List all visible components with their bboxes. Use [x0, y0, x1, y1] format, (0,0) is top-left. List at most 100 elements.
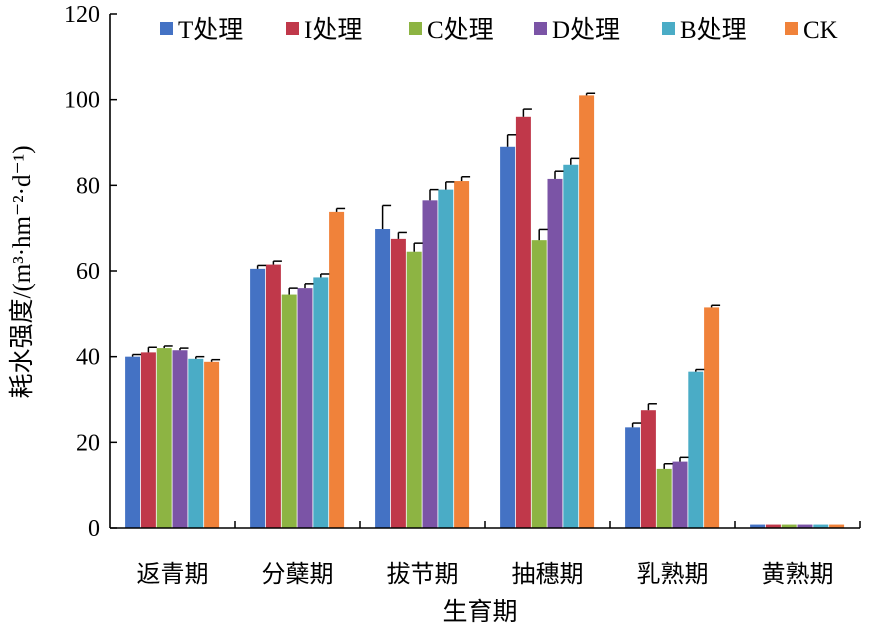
legend-label: T处理 [178, 16, 243, 44]
error-bars-layer [131, 92, 721, 469]
error-bar-CK-返青期 [210, 358, 221, 362]
y-tick-label: 0 [88, 516, 100, 542]
bar-D处理-分蘖期 [297, 288, 313, 528]
error-bar-T处理-返青期 [131, 353, 142, 357]
error-bar-CK-乳熟期 [710, 304, 721, 308]
error-bar-C处理-返青期 [163, 345, 173, 349]
error-bar-I处理-分蘖期 [272, 260, 282, 265]
legend-label: CK [803, 17, 838, 44]
legend-swatch [160, 22, 173, 35]
y-axis-title: 耗水强度/(m³·hm⁻²·d⁻¹) [8, 145, 36, 398]
legend-item-CK: CK [785, 17, 838, 44]
y-tick-label: 120 [64, 2, 100, 28]
error-bar-D处理-返青期 [179, 347, 189, 351]
error-bar-CK-拔节期 [460, 176, 471, 182]
x-category-label: 抽穗期 [512, 561, 584, 588]
y-ticks-layer: 0 20 40 60 80 100 120 [64, 2, 117, 542]
bar-C处理-分蘖期 [281, 294, 297, 528]
error-bar-CK-抽穗期 [585, 92, 596, 96]
error-bar-CK-分蘖期 [335, 207, 346, 212]
error-bar-T处理-拔节期 [381, 204, 392, 230]
error-bar-B处理-分蘖期 [320, 273, 330, 278]
error-bar-I处理-返青期 [147, 346, 157, 353]
bar-I处理-返青期 [140, 352, 156, 528]
bar-CK-黄熟期 [829, 524, 845, 528]
y-tick-label: 40 [76, 345, 100, 371]
error-bar-D处理-分蘖期 [304, 283, 314, 289]
bar-C处理-乳熟期 [656, 468, 672, 528]
error-bar-T处理-抽穗期 [506, 134, 517, 147]
bar-I处理-抽穗期 [515, 116, 531, 529]
error-bar-T处理-分蘖期 [256, 264, 267, 269]
error-bar-B处理-乳熟期 [695, 368, 705, 372]
y-tick-label: 60 [76, 259, 100, 285]
legend-swatch [785, 22, 798, 35]
bar-T处理-抽穗期 [500, 146, 516, 528]
legend-swatch [534, 22, 547, 35]
bar-C处理-抽穗期 [531, 240, 547, 528]
bar-B处理-拔节期 [438, 189, 454, 528]
bar-T处理-乳熟期 [625, 427, 641, 528]
legend-label: B处理 [680, 16, 747, 44]
legend-label: D处理 [552, 16, 620, 44]
x-categories-layer: 返青期 分蘖期 拔节期 抽穗期 乳熟期 黄熟期 [137, 521, 861, 588]
x-category-label: 拔节期 [387, 561, 459, 588]
bar-I处理-黄熟期 [765, 524, 781, 528]
error-bar-C处理-分蘖期 [288, 287, 298, 295]
error-bar-I处理-乳熟期 [647, 403, 657, 411]
legend-label: I处理 [304, 16, 362, 44]
x-category-label: 返青期 [137, 561, 209, 588]
bar-D处理-黄熟期 [797, 524, 813, 528]
bar-B处理-乳熟期 [688, 371, 704, 528]
error-bar-D处理-抽穗期 [554, 170, 564, 179]
x-category-label: 分蘖期 [262, 561, 334, 588]
bar-D处理-乳熟期 [672, 461, 688, 528]
bar-C处理-黄熟期 [781, 524, 797, 528]
x-category-label: 黄熟期 [762, 561, 834, 588]
legend: T处理 I处理 C处理 D处理 B处理 CK [160, 16, 838, 44]
error-bar-T处理-乳熟期 [631, 422, 642, 428]
bar-CK-分蘖期 [329, 211, 345, 528]
bar-T处理-分蘖期 [250, 268, 266, 528]
bar-B处理-分蘖期 [313, 277, 329, 528]
bars-layer [125, 95, 845, 529]
error-bar-B处理-抽穗期 [570, 157, 580, 165]
error-bar-D处理-拔节期 [429, 188, 439, 201]
legend-item-B处理: B处理 [662, 16, 747, 44]
bar-B处理-黄熟期 [813, 524, 829, 528]
error-bar-C处理-拔节期 [413, 242, 423, 252]
legend-swatch [286, 22, 299, 35]
error-bar-C处理-抽穗期 [538, 228, 548, 241]
legend-item-I处理: I处理 [286, 16, 362, 44]
bar-CK-抽穗期 [579, 95, 595, 528]
legend-label: C处理 [427, 16, 494, 44]
error-bar-I处理-抽穗期 [522, 108, 532, 117]
axes-layer [109, 14, 860, 529]
bar-B处理-返青期 [188, 358, 204, 528]
error-bar-D处理-乳熟期 [679, 456, 689, 462]
bar-CK-返青期 [204, 361, 220, 528]
legend-item-C处理: C处理 [409, 16, 494, 44]
error-bar-C处理-乳熟期 [663, 463, 673, 469]
error-bar-B处理-返青期 [195, 355, 205, 359]
bar-CK-乳熟期 [704, 307, 720, 528]
bar-T处理-返青期 [125, 356, 141, 528]
bar-C处理-返青期 [156, 348, 172, 528]
legend-item-T处理: T处理 [160, 16, 243, 44]
bar-CK-拔节期 [454, 181, 470, 529]
x-axis-title: 生育期 [442, 598, 517, 626]
bar-D处理-返青期 [172, 350, 188, 528]
bar-T处理-拔节期 [375, 229, 391, 528]
legend-swatch [662, 22, 675, 35]
legend-item-D处理: D处理 [534, 16, 620, 44]
x-category-label: 乳熟期 [637, 561, 709, 588]
error-bar-B处理-拔节期 [445, 181, 455, 190]
bar-I处理-分蘖期 [265, 264, 281, 528]
bar-C处理-拔节期 [406, 251, 422, 529]
bar-D处理-抽穗期 [547, 178, 563, 528]
bar-T处理-黄熟期 [750, 524, 766, 528]
bar-D处理-拔节期 [422, 200, 438, 528]
y-tick-label: 20 [76, 430, 100, 456]
bar-I处理-拔节期 [390, 238, 406, 529]
